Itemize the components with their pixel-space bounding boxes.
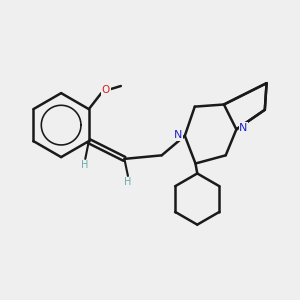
Text: H: H [81,160,88,170]
Text: H: H [124,177,132,187]
Text: N: N [239,123,248,133]
Text: N: N [174,130,183,140]
Text: O: O [102,85,110,95]
